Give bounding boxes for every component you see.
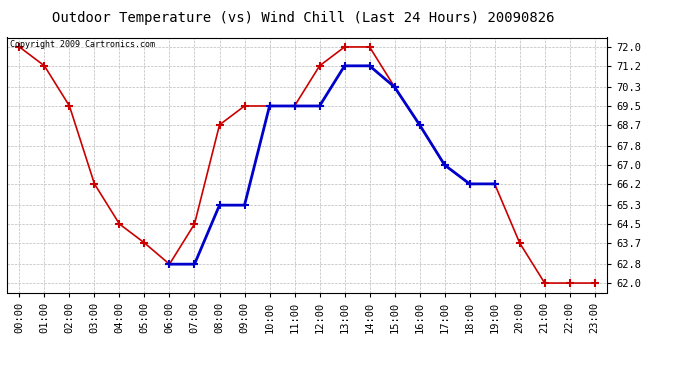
Text: Copyright 2009 Cartronics.com: Copyright 2009 Cartronics.com [10, 40, 155, 49]
Text: Outdoor Temperature (vs) Wind Chill (Last 24 Hours) 20090826: Outdoor Temperature (vs) Wind Chill (Las… [52, 11, 555, 25]
